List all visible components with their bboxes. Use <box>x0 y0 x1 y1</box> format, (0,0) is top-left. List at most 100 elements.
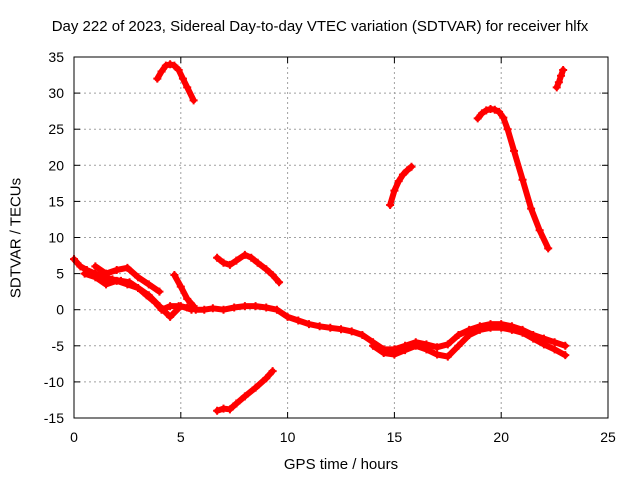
series-arc-5h <box>153 60 198 105</box>
series-line <box>214 368 276 414</box>
series-line <box>214 251 283 286</box>
data-point <box>422 345 431 354</box>
series-seg-9h <box>213 250 284 287</box>
data-point <box>76 262 85 271</box>
data-point <box>554 78 563 87</box>
data-point <box>390 350 399 359</box>
data-point <box>170 271 179 280</box>
data-point <box>176 302 185 311</box>
series-upper-band <box>91 262 164 296</box>
data-point <box>166 60 175 69</box>
x-tick-label: 10 <box>280 429 296 445</box>
data-point <box>495 107 504 116</box>
data-point <box>240 302 249 311</box>
data-point <box>401 346 410 355</box>
data-point <box>473 114 482 123</box>
data-point <box>123 280 132 289</box>
series-arc-20h <box>473 104 553 253</box>
series-seg-4h8 <box>170 271 198 311</box>
axis-ticks: 0 5 10 15 20 25 -15 -10 -5 0 5 10 15 20 25 30 35 <box>44 49 616 445</box>
chart-title: Day 222 of 2023, Sidereal Day-to-day VTE… <box>51 18 589 35</box>
data-point <box>166 312 175 321</box>
data-point <box>559 65 568 74</box>
series-main-band <box>70 255 570 354</box>
data-point <box>358 330 367 339</box>
data-point <box>510 146 519 155</box>
data-point <box>123 263 132 272</box>
y-tick-label: -15 <box>44 410 64 426</box>
data-point <box>102 280 111 289</box>
series-seg-low <box>213 367 277 415</box>
data-point <box>183 294 192 303</box>
data-point <box>433 350 442 359</box>
data-point <box>253 258 262 267</box>
data-point <box>251 383 260 392</box>
data-point <box>144 280 153 289</box>
y-tick-label: 5 <box>56 266 64 282</box>
data-point <box>465 330 474 339</box>
y-tick-label: -10 <box>44 374 64 390</box>
data-point <box>518 328 527 337</box>
data-point <box>550 345 559 354</box>
data-point <box>213 406 222 415</box>
series-line <box>474 106 552 252</box>
data-point <box>477 109 486 118</box>
data-point <box>304 320 313 329</box>
data-point <box>561 341 570 350</box>
data-point <box>225 405 234 414</box>
data-point <box>268 271 277 280</box>
data-point <box>518 175 527 184</box>
data-point <box>91 262 100 271</box>
data-point <box>200 305 209 314</box>
series-dip-under <box>369 323 570 361</box>
data-point <box>369 341 378 350</box>
data-point <box>176 282 185 291</box>
data-point <box>529 334 538 343</box>
data-point <box>379 349 388 358</box>
data-point <box>275 278 284 287</box>
data-point <box>398 170 407 179</box>
data-point <box>219 258 228 267</box>
data-point <box>155 302 164 311</box>
series-line <box>553 67 567 91</box>
data-point <box>155 287 164 296</box>
data-point <box>262 303 271 312</box>
series-seg-15h <box>386 162 416 210</box>
data-point <box>503 125 512 134</box>
data-point <box>153 74 162 83</box>
data-point <box>394 177 403 186</box>
data-point <box>527 204 536 213</box>
data-point <box>443 340 452 349</box>
data-point <box>219 305 228 314</box>
data-point <box>283 312 292 321</box>
data-point <box>552 83 561 92</box>
data-point <box>112 276 121 285</box>
x-tick-label: 0 <box>70 429 78 445</box>
data-point <box>112 265 121 274</box>
data-point <box>262 374 271 383</box>
data-point <box>183 83 192 92</box>
data-point <box>170 61 179 70</box>
data-point <box>225 260 234 269</box>
data-point <box>144 291 153 300</box>
data-point <box>157 67 166 76</box>
data-point <box>561 351 570 360</box>
series-line <box>71 256 569 353</box>
y-tick-label: -5 <box>52 338 65 354</box>
data-point <box>557 71 566 80</box>
x-tick-label: 25 <box>600 429 616 445</box>
data-point <box>497 323 506 332</box>
y-tick-label: 15 <box>48 193 64 209</box>
y-tick-label: 30 <box>48 85 64 101</box>
data-point <box>454 341 463 350</box>
data-point <box>102 269 111 278</box>
data-point <box>475 325 484 334</box>
data-point <box>407 162 416 171</box>
data-point <box>499 113 508 122</box>
data-point <box>347 327 356 336</box>
series-line <box>171 272 197 310</box>
data-point <box>262 265 271 274</box>
data-point <box>247 253 256 262</box>
x-tick-label: 20 <box>493 429 509 445</box>
